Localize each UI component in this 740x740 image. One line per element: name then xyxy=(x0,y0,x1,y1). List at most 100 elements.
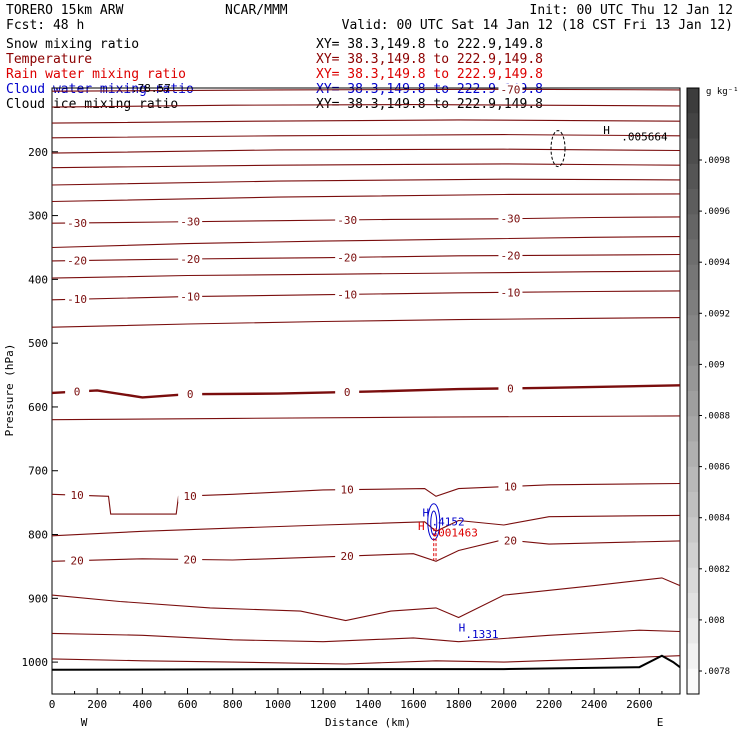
legend-xy: XY= 38.3,149.8 to 222.9,149.8 xyxy=(316,67,543,82)
temperature-contours xyxy=(51,88,681,665)
contour-label: -20 xyxy=(67,255,87,268)
x-tick-label: 1600 xyxy=(400,698,427,711)
contour-label-bg xyxy=(498,534,523,547)
contour-label-bg xyxy=(65,216,90,229)
contour-label-bg xyxy=(498,382,523,395)
temperature-contour-line xyxy=(51,290,681,301)
colorbar-segment xyxy=(687,618,699,644)
extremum-label: .4152 xyxy=(432,516,465,529)
colorbar-segment xyxy=(687,492,699,518)
contour-label-bg xyxy=(335,251,360,264)
temperature-contour-line xyxy=(51,384,681,399)
temperature-contour-line xyxy=(51,253,681,262)
colorbar-segment xyxy=(687,593,699,619)
y-tick-label: 800 xyxy=(28,529,48,542)
colorbar-label: .009 xyxy=(703,360,725,370)
extremum-label: .1331 xyxy=(465,628,498,641)
colorbar-segment xyxy=(687,138,699,165)
colorbar-segment xyxy=(687,441,699,468)
colorbar-label: .0082 xyxy=(703,565,730,575)
colorbar: .0098 .0096 .0094 .0092 .009 .0088 .0086 .0084.… xyxy=(686,87,730,695)
extremum-label: H xyxy=(603,124,610,137)
contour-label: -20 xyxy=(180,253,200,266)
field-legend: Snow mixing ratio XY= 38.3,149.8 to 222.9… xyxy=(6,37,543,112)
plot-frame xyxy=(51,87,681,695)
terrain-polyline xyxy=(51,654,681,671)
y-tick-label: 900 xyxy=(28,592,48,605)
contour-label-bg xyxy=(65,554,90,567)
contour-label-bg xyxy=(65,489,90,502)
contour-label: -70 xyxy=(501,83,521,96)
colorbar-frame xyxy=(686,87,700,695)
contour-label: -30 xyxy=(180,216,200,229)
colorbar-label: .0094 xyxy=(703,258,730,268)
x-tick-label: 1200 xyxy=(310,698,337,711)
colorbar-unit: g kg⁻¹ xyxy=(706,87,739,97)
org-title: NCAR/MMM xyxy=(225,3,288,18)
colorbar-segment xyxy=(687,340,699,367)
temperature-contour-line xyxy=(51,104,681,108)
colorbar-segment xyxy=(687,391,699,417)
valid-time: Valid: 00 UTC Sat 14 Jan 12 (18 CST Fri … xyxy=(342,18,733,33)
extremum-label: H xyxy=(422,507,429,520)
temperature-contour-line xyxy=(51,178,681,186)
temperature-contour-line xyxy=(51,119,681,124)
contour-label: 10 xyxy=(341,484,354,497)
temperature-contour-line xyxy=(51,415,681,421)
temperature-contour-line xyxy=(51,482,681,515)
temperature-contour-line xyxy=(51,134,681,139)
snow-contour xyxy=(550,130,566,168)
y-tick-label: 700 xyxy=(28,465,48,478)
legend-xy: XY= 38.3,149.8 to 222.9,149.8 xyxy=(316,37,543,52)
contour-label: -10 xyxy=(180,291,200,304)
colorbar-segment xyxy=(687,290,699,316)
temperature-contour-line xyxy=(51,629,681,643)
contour-label-bg xyxy=(178,290,203,303)
contour-label-bg xyxy=(178,388,203,401)
legend-label: Cloud water mixing ratio xyxy=(6,82,194,97)
colorbar-segment xyxy=(687,315,699,341)
colorbar-label: .0098 xyxy=(703,156,730,166)
temperature-contour-line xyxy=(51,317,681,328)
contour-labels: -70 -30 -30 -30 -30 -20 -20 -20 -20 -10 -10 -10 -10 0… xyxy=(65,83,523,568)
x-tick-label: 0 xyxy=(49,698,56,711)
x-tick-label: 1800 xyxy=(445,698,472,711)
colorbar-label: .0088 xyxy=(703,412,730,422)
contour-label: 0 xyxy=(507,382,514,395)
contour-label: 0 xyxy=(187,388,194,401)
x-axis-left-end: W xyxy=(81,716,88,729)
extremum-label: .78.57 xyxy=(131,82,171,95)
x-tick-label: 2600 xyxy=(626,698,653,711)
colorbar-segment xyxy=(687,113,699,139)
colorbar-label: .0096 xyxy=(703,207,730,217)
colorbar-segment xyxy=(687,163,699,190)
x-axis: 0 200 400 600 800 1000 1200 1400 1600 1800 2000 220… xyxy=(49,688,663,711)
colorbar-segment xyxy=(687,189,699,215)
colorbar-segment xyxy=(687,365,699,392)
contour-label-bg xyxy=(335,550,360,563)
extremum-label: H xyxy=(459,621,466,634)
contour-label: 10 xyxy=(70,489,83,502)
contour-label: 20 xyxy=(70,555,83,568)
contour-label-bg xyxy=(178,215,203,228)
x-tick-label: 2200 xyxy=(536,698,563,711)
colorbar-segment xyxy=(687,214,699,240)
extremum-label: .001463 xyxy=(432,526,478,539)
contour-label-bg xyxy=(335,386,360,399)
contour-label: -10 xyxy=(67,293,87,306)
contour-label: 20 xyxy=(341,550,354,563)
colorbar-segment xyxy=(687,542,699,569)
contour-label: -20 xyxy=(501,250,521,263)
contour-label-bg xyxy=(65,385,90,398)
temperature-contour-line xyxy=(51,193,681,203)
y-axis-title: Pressure (hPa) xyxy=(3,344,16,437)
temperature-contour-line xyxy=(51,539,681,562)
y-tick-label: 1000 xyxy=(22,656,49,669)
contour-label-bg xyxy=(498,286,523,299)
x-tick-label: 200 xyxy=(87,698,107,711)
temperature-contour-line xyxy=(51,148,681,154)
x-tick-label: 2000 xyxy=(491,698,518,711)
contour-label: -20 xyxy=(337,251,357,264)
temperature-contour-line xyxy=(51,577,681,622)
